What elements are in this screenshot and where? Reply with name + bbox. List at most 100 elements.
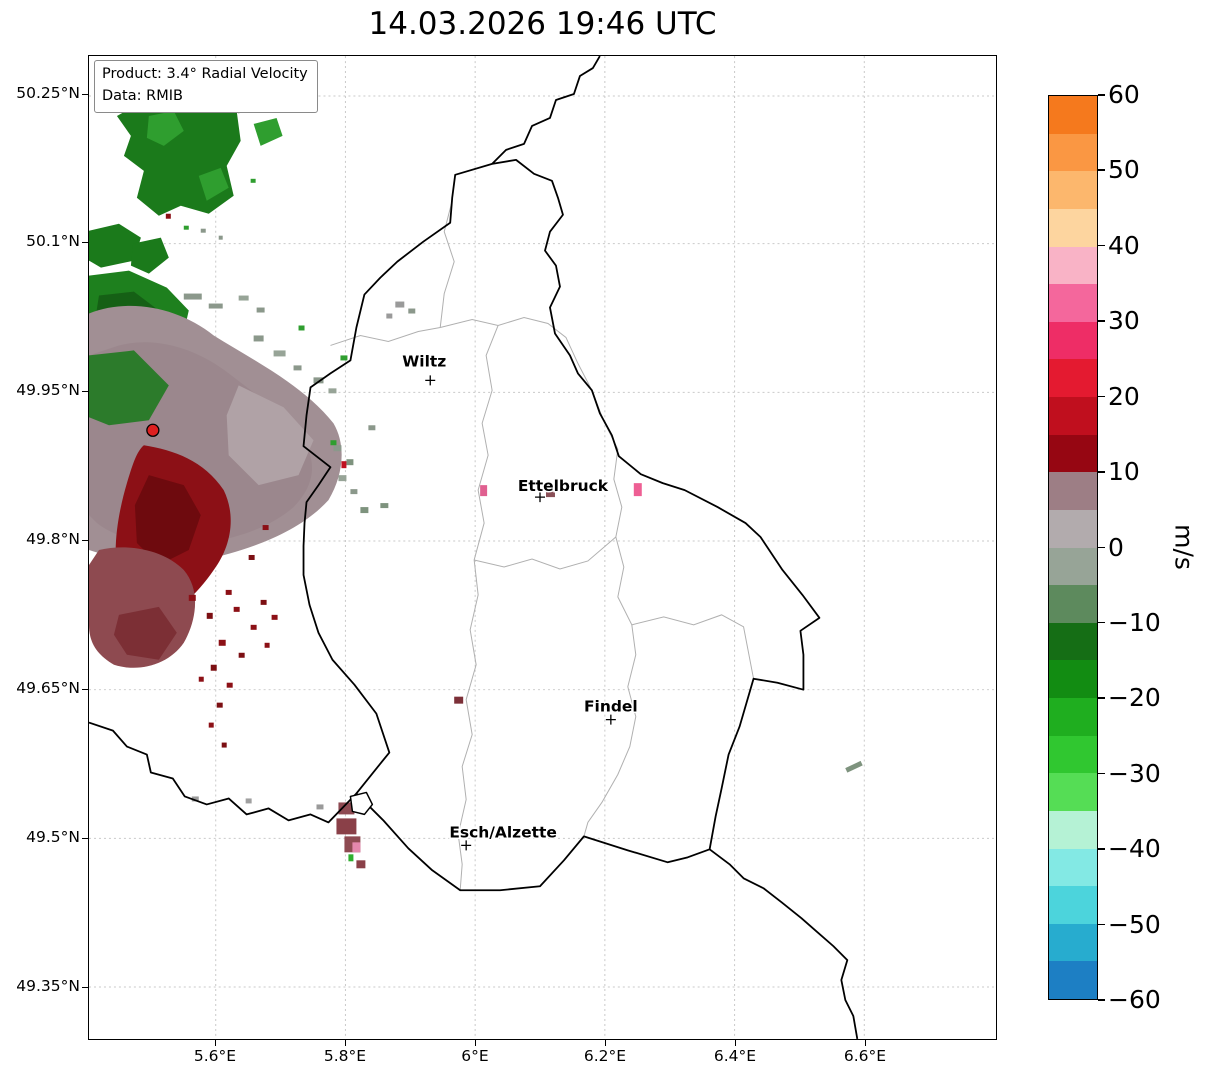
colorbar-tickmark — [1098, 169, 1105, 171]
colorbar — [1048, 95, 1098, 1000]
lat-tickmark — [82, 987, 88, 989]
colorbar-segment — [1049, 923, 1097, 962]
lon-tick-label: 6.4°E — [713, 1047, 757, 1065]
belgium-germany-border — [491, 56, 601, 165]
lon-tick-label: 6.2°E — [583, 1047, 627, 1065]
district-borders — [330, 200, 755, 891]
colorbar-unit-label: m/s — [1169, 524, 1199, 570]
colorbar-tickmark — [1098, 621, 1105, 624]
lat-tickmark — [82, 391, 88, 393]
colorbar-tickmark — [1098, 546, 1105, 548]
france-belgium-border — [89, 721, 358, 824]
colorbar-tick-label: −50 — [1108, 909, 1161, 939]
colorbar-segment — [1049, 735, 1097, 774]
colorbar-tickmark — [1098, 999, 1105, 1001]
colorbar-segment — [1049, 810, 1097, 849]
colorbar-segment — [1049, 585, 1097, 623]
lat-tickmark — [82, 540, 88, 542]
colorbar-segment — [1049, 434, 1097, 473]
city-label-esch-alzette: Esch/Alzette — [449, 823, 557, 841]
colorbar-tick-label: −30 — [1108, 758, 1161, 788]
map-canvas: Wiltz Ettelbruck Findel Esch/Alzette — [89, 56, 996, 1039]
lat-tick-label: 49.95°N — [16, 381, 80, 399]
map-plot: Wiltz Ettelbruck Findel Esch/Alzette Produc… — [88, 55, 997, 1040]
lat-tick-label: 49.65°N — [16, 679, 80, 697]
city-label-wiltz: Wiltz — [402, 352, 446, 370]
lat-tickmark — [82, 242, 88, 244]
colorbar-tickmark — [1098, 697, 1105, 699]
city-labels: Wiltz Ettelbruck Findel Esch/Alzette — [401, 351, 639, 851]
lat-tick-label: 49.35°N — [16, 977, 80, 995]
lat-tick-label: 50.25°N — [16, 84, 80, 102]
lon-tickmark — [474, 1040, 476, 1046]
colorbar-tick-label: 20 — [1108, 381, 1140, 411]
colorbar-segment — [1049, 622, 1097, 661]
data-source-line: Data: RMIB — [102, 87, 183, 104]
colorbar-segment — [1049, 208, 1097, 247]
colorbar-segment — [1049, 886, 1097, 924]
colorbar-segment — [1049, 284, 1097, 322]
colorbar-tick-label: −20 — [1108, 683, 1161, 713]
echo-red-fan — [89, 445, 231, 668]
colorbar-segment — [1049, 660, 1097, 698]
colorbar-segment — [1049, 698, 1097, 736]
colorbar-segment — [1049, 509, 1097, 548]
city-marker-esch-alzette — [461, 840, 472, 851]
colorbar-tickmark — [1098, 94, 1105, 96]
colorbar-segment — [1049, 547, 1097, 586]
lat-tickmark — [82, 689, 88, 691]
lon-tickmark — [604, 1040, 606, 1046]
lat-tick-label: 50.1°N — [26, 232, 80, 250]
colorbar-tickmark — [1098, 395, 1105, 398]
lon-tick-label: 6.6°E — [843, 1047, 887, 1065]
colorbar-segment — [1049, 321, 1097, 360]
colorbar-segment — [1049, 359, 1097, 397]
echo-speckles — [165, 178, 863, 869]
colorbar-tick-label: 50 — [1108, 155, 1140, 185]
colorbar-tick-label: −10 — [1108, 607, 1161, 637]
city-marker-ettelbruck — [535, 492, 545, 503]
colorbar-segment — [1049, 96, 1097, 134]
colorbar-segment — [1049, 133, 1097, 172]
lon-tick-label: 5.6°E — [193, 1047, 237, 1065]
colorbar-tickmark — [1098, 848, 1105, 850]
product-info-box: Product: 3.4° Radial Velocity Data: RMIB — [94, 60, 318, 113]
colorbar-tick-label: −40 — [1108, 834, 1161, 864]
lon-tickmark — [344, 1040, 346, 1046]
colorbar-tick-label: 10 — [1108, 457, 1140, 487]
city-label-ettelbruck: Ettelbruck — [518, 477, 609, 495]
lon-tickmark — [214, 1040, 216, 1046]
colorbar-tick-label: 60 — [1108, 80, 1140, 109]
france-germany-border — [709, 848, 859, 1039]
colorbar-segment — [1049, 171, 1097, 209]
colorbar-segment — [1049, 848, 1097, 887]
lat-tickmark — [82, 838, 88, 840]
country-borders — [89, 56, 859, 1039]
lat-tick-label: 49.5°N — [26, 828, 80, 846]
colorbar-tick-label: 30 — [1108, 306, 1140, 336]
colorbar-segment — [1049, 773, 1097, 811]
esch-outline-cell — [349, 791, 374, 816]
colorbar-tickmark — [1098, 923, 1105, 926]
lat-tick-label: 49.8°N — [26, 530, 80, 548]
city-label-findel: Findel — [584, 698, 638, 716]
city-marker-findel — [605, 714, 616, 725]
lon-tick-label: 5.8°E — [323, 1047, 367, 1065]
colorbar-segment — [1049, 246, 1097, 285]
city-marker-wiltz — [425, 375, 436, 386]
lat-tickmark — [82, 94, 88, 96]
lon-tickmark — [734, 1040, 736, 1046]
radar-site-marker — [146, 423, 160, 437]
lon-tickmark — [864, 1040, 866, 1046]
colorbar-tickmark — [1098, 320, 1105, 322]
product-line: Product: 3.4° Radial Velocity — [102, 66, 308, 82]
colorbar-tick-label: −60 — [1108, 985, 1161, 1014]
colorbar-segment — [1049, 961, 1097, 999]
colorbar-segment — [1049, 397, 1097, 435]
lon-tick-label: 6°E — [461, 1047, 489, 1065]
colorbar-tickmark — [1098, 244, 1105, 247]
colorbar-tick-label: 0 — [1108, 532, 1124, 562]
colorbar-tickmark — [1098, 772, 1105, 775]
colorbar-segment — [1049, 472, 1097, 510]
colorbar-tickmark — [1098, 471, 1105, 473]
